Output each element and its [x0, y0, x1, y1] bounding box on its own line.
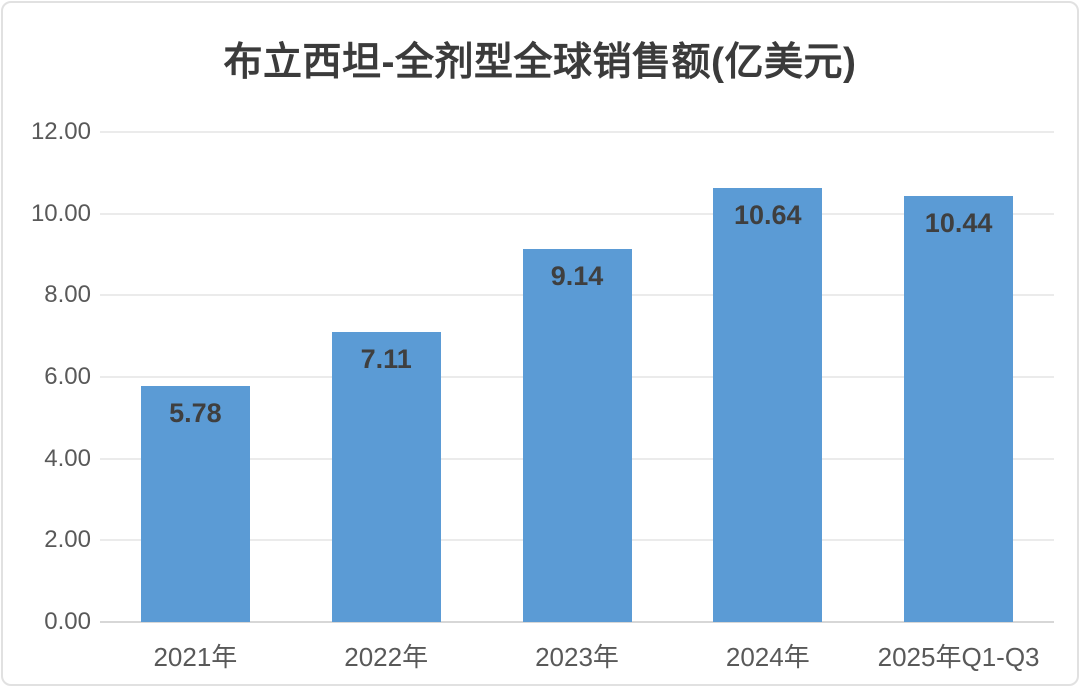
y-axis-tick-label: 0.00	[44, 608, 91, 635]
y-axis-tick-label: 12.00	[30, 118, 91, 145]
bar-value-label: 9.14	[550, 260, 604, 291]
x-axis-line	[100, 621, 1054, 623]
y-axis-tick-label: 6.00	[44, 363, 91, 390]
bar: 5.78	[140, 385, 250, 622]
bar: 10.44	[904, 195, 1014, 622]
bar-value-label: 7.11	[360, 343, 412, 374]
x-axis-category-label: 2024年	[725, 642, 810, 672]
bar: 9.14	[522, 248, 632, 622]
gridline	[100, 212, 1054, 215]
bar: 10.64	[713, 187, 823, 622]
bar: 7.11	[331, 331, 441, 622]
y-axis-tick-label: 8.00	[44, 281, 91, 309]
bar-value-label: 10.44	[924, 207, 993, 238]
y-axis-tick-label: 4.00	[44, 444, 91, 472]
x-axis-category-label: 2021年	[153, 642, 238, 672]
y-axis-tick-label: 10.00	[30, 199, 91, 227]
gridline	[100, 131, 1054, 133]
bar-value-label: 10.64	[734, 199, 802, 230]
y-axis-tick-label: 2.00	[44, 526, 91, 554]
bar-value-label: 5.78	[169, 397, 222, 428]
chart-title: 布立西坦-全剂型全球销售额(亿美元)	[223, 41, 857, 84]
x-axis-category-label: 2025年Q1-Q3	[877, 642, 1040, 672]
x-axis-category-label: 2022年	[344, 642, 429, 672]
x-axis-category-label: 2023年	[535, 642, 619, 672]
